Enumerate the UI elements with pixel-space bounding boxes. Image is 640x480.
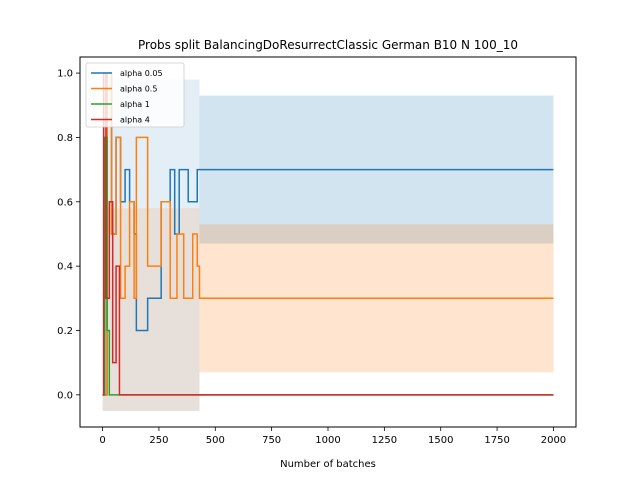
y-tick-label: 1.0 [57, 69, 73, 80]
y-tick-label: 0.0 [57, 390, 73, 401]
series-line-1 [102, 72, 554, 396]
x-tick-label: 500 [206, 435, 225, 446]
legend: alpha 0.05 alpha 0.5 alpha 1 alpha 4 [85, 62, 185, 128]
x-tick-label: 250 [149, 435, 168, 446]
x-tick-label: 1250 [372, 435, 397, 446]
legend-label-0: alpha 0.05 [120, 69, 163, 78]
x-axis-label: Number of batches [280, 459, 376, 470]
x-tick-label: 2000 [541, 435, 566, 446]
series-lines [102, 72, 554, 396]
x-axis-ticks: 0 250 500 750 1000 1250 1500 1750 2000 [99, 427, 566, 446]
series-line-2 [102, 136, 554, 396]
y-tick-label: 0.8 [57, 133, 73, 144]
legend-label-1: alpha 0.5 [120, 85, 157, 94]
y-tick-label: 0.4 [57, 262, 73, 273]
early-band-series-1 [102, 208, 200, 411]
y-tick-label: 0.6 [57, 197, 73, 208]
legend-label-2: alpha 1 [120, 100, 150, 109]
x-tick-label: 1750 [484, 435, 509, 446]
x-tick-label: 750 [262, 435, 281, 446]
chart-title: Probs split BalancingDoResurrectClassic … [138, 38, 518, 52]
x-tick-label: 0 [99, 435, 105, 446]
y-tick-label: 0.2 [57, 326, 73, 337]
y-axis-ticks: 0.0 0.2 0.4 0.6 0.8 1.0 [57, 69, 80, 401]
legend-box [85, 62, 185, 128]
x-tick-label: 1500 [428, 435, 453, 446]
legend-label-3: alpha 4 [120, 116, 150, 125]
x-tick-label: 1000 [315, 435, 340, 446]
